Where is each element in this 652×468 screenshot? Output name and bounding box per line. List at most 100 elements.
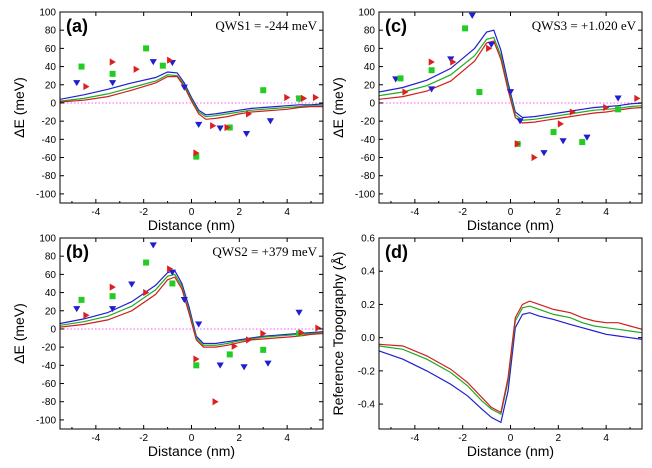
marker-triangle-down [559,138,567,145]
y-tick-label: -60 [361,153,376,164]
marker-triangle-right [569,108,576,116]
x-tick-label: -2 [139,207,148,218]
y-tick-label: -0.2 [358,366,376,377]
marker-triangle-right [603,103,610,112]
marker-triangle-right [260,329,267,338]
marker-square [169,280,176,287]
y-tick-label: 40 [45,62,57,73]
y-tick-label: 0.6 [361,234,375,245]
marker-square [226,351,233,358]
marker-triangle-right [193,355,200,363]
x-tick-label: 4 [603,433,609,444]
y-tick-label: -100 [36,189,56,200]
marker-square [550,129,557,136]
marker-triangle-right [246,110,253,118]
y-tick-label: -40 [42,135,57,146]
marker-square [615,106,622,113]
marker-triangle-right [428,58,435,66]
series-line-2 [60,276,323,348]
y-axis-label: ΔE (meV) [330,77,346,138]
y-tick-label: 60 [364,44,376,55]
marker-triangle-right [312,93,320,102]
marker-triangle-down [195,121,203,129]
panel-b: -4 -2 0 2 4-100-80-60-40-20020406080100Dista… [11,234,324,459]
x-tick-label: 0 [189,433,195,444]
marker-triangle-right [109,58,116,66]
marker-triangle-right [514,140,521,148]
x-tick-label: 4 [284,433,290,444]
y-tick-label: 100 [39,234,56,245]
marker-triangle-down [216,362,224,369]
y-tick-label: -40 [42,361,57,372]
marker-triangle-right [167,56,174,64]
y-tick-label: -60 [42,379,57,390]
panel-letter: (a) [66,16,88,36]
x-tick-label: -2 [458,207,467,218]
x-tick-label: 4 [603,207,609,218]
series-line-2 [60,76,323,120]
marker-triangle-down [614,95,622,102]
series-line-0 [379,312,642,424]
marker-triangle-down [487,41,495,48]
x-tick-label: -4 [410,207,419,218]
y-axis-label: ΔE (meV) [11,303,27,364]
y-tick-label: -100 [355,189,375,200]
y-tick-label: -60 [42,153,57,164]
marker-triangle-down [128,281,136,288]
marker-triangle-right [143,288,150,297]
x-axis-label: Distance (nm) [467,443,554,459]
y-tick-label: 100 [39,8,56,19]
marker-triangle-right [486,44,493,52]
y-tick-label: 80 [364,26,376,37]
marker-triangle-right [83,311,90,319]
y-tick-label: 80 [45,252,57,263]
marker-square [260,87,267,94]
series-line-2 [379,300,642,414]
marker-triangle-down [149,242,157,249]
y-tick-label: 0 [50,324,56,335]
y-tick-label: -20 [361,117,376,128]
series-line-1 [379,36,642,121]
marker-triangle-down [428,86,436,93]
marker-triangle-down [73,306,81,313]
x-axis-label: Distance (nm) [148,217,235,233]
x-tick-label: 2 [556,207,562,218]
panel-a: -4 -2 0 2 4-100-80-60-40-20020406080100Dista… [11,8,324,233]
marker-square [109,70,116,77]
x-tick-label: 2 [237,433,243,444]
marker-square [193,153,200,160]
marker-triangle-right [246,336,253,344]
marker-triangle-down [195,321,203,328]
marker-triangle-right [284,93,291,102]
marker-triangle-down [264,360,272,367]
series-line-1 [60,273,323,346]
marker-triangle-down [216,125,224,132]
marker-square [476,89,483,96]
y-tick-label: -40 [361,135,376,146]
marker-triangle-down [149,59,157,66]
marker-triangle-right [531,153,538,162]
series-line-0 [60,270,323,345]
x-tick-label: -2 [139,433,148,444]
marker-triangle-right [450,58,457,66]
marker-triangle-down [242,130,251,138]
y-tick-label: -80 [42,171,57,182]
marker-triangle-right [557,120,564,128]
marker-square [159,62,166,69]
marker-triangle-down [516,118,524,125]
y-axis-label: ΔE (meV) [11,77,27,138]
marker-square [462,25,469,32]
series-line-1 [60,74,323,118]
y-tick-label: -0.4 [358,400,376,411]
x-tick-label: 0 [508,207,514,218]
marker-triangle-down [266,118,274,125]
x-axis-label: Distance (nm) [148,443,235,459]
y-tick-label: -100 [36,415,56,426]
marker-square [109,293,116,300]
marker-triangle-down [295,309,303,316]
panel-c: -4 -2 0 2 4-100-80-60-40-20020406080100Dista… [330,8,643,233]
marker-triangle-down [180,84,188,91]
y-tick-label: 0 [369,98,375,109]
marker-square [193,362,200,369]
